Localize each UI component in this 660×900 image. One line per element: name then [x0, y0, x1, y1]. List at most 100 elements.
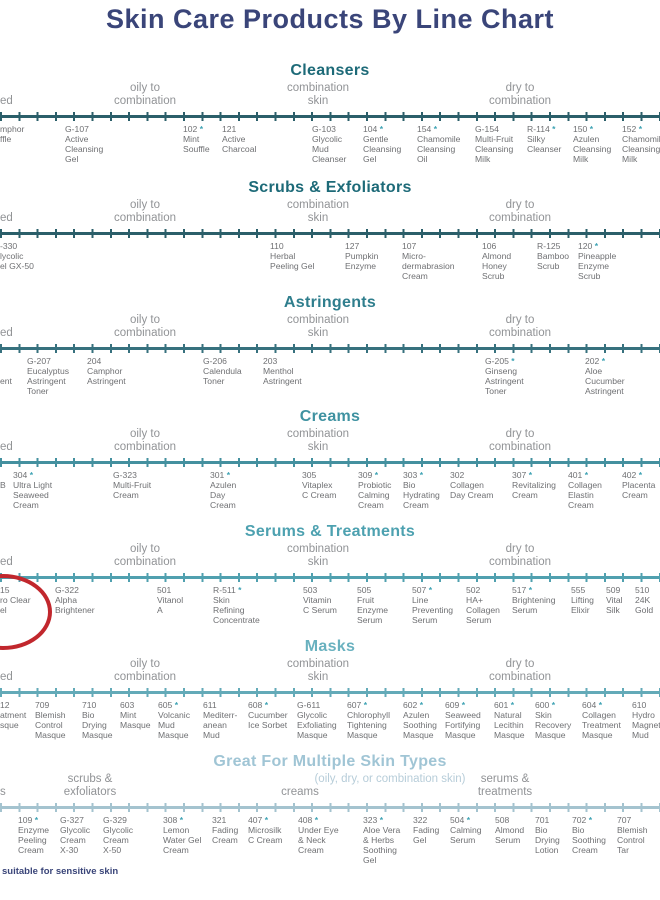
section-great-for-multiple-skin-types: Great For Multiple Skin Types s scrubs & e… [0, 753, 660, 869]
asterisk-footnote: suitable for sensitive skin [2, 866, 119, 877]
sensitive-skin-asterisk: * [528, 585, 533, 595]
skin-type-label: combination skin [286, 428, 350, 453]
product-label: 510 24K Gold [635, 585, 654, 615]
sensitive-skin-asterisk: * [511, 356, 515, 366]
product-label: G-103 Glycolic Mud Cleanser [312, 124, 347, 164]
sensitive-skin-asterisk: * [433, 124, 438, 134]
sensitive-skin-asterisk: * [379, 124, 384, 134]
product-label: 304 * Ultra Light Seaweed Cream [13, 470, 53, 510]
sensitive-skin-asterisk: * [179, 815, 184, 825]
section-astringents: Astringents ed oily to combination combinat… [0, 294, 660, 410]
section-heading: Astringents [283, 294, 377, 311]
product-label: G-107 Active Cleansing Gel [65, 124, 104, 164]
product-label: G-205 * Ginseng Astringent Toner [485, 356, 524, 396]
skin-type-label: dry to combination [488, 543, 552, 568]
product-label: 202 * Aloe Cucumber Astringent [585, 356, 625, 396]
section-heading: Masks [304, 638, 356, 655]
sensitive-skin-asterisk: * [226, 470, 231, 480]
product-label: 204 Camphor Astringent [87, 356, 126, 386]
skin-type-label: serums & treatments [477, 773, 533, 798]
skin-type-label: combination skin [286, 82, 350, 107]
skin-type-label: ed [0, 95, 13, 107]
timeline-axis [0, 112, 660, 121]
timeline-axis [0, 458, 660, 467]
section-cleansers: Cleansers ed oily to combination combinatio… [0, 62, 660, 178]
sensitive-skin-asterisk: * [419, 700, 424, 710]
skin-type-label: creams [281, 786, 319, 798]
product-label: 707 Blemish Control Tar [617, 815, 648, 855]
product-label: 702 * Bio Soothing Cream [572, 815, 606, 855]
sensitive-skin-asterisk: * [379, 815, 384, 825]
product-label: B [0, 480, 6, 490]
skin-type-label: dry to combination [488, 428, 552, 453]
product-label: 120 * Pineapple Enzyme Scrub [578, 241, 617, 281]
product-label: 600 * Skin Recovery Masque [535, 700, 572, 740]
product-label: 608 * Cucumber Ice Sorbet [248, 700, 288, 730]
timeline-axis [0, 573, 660, 582]
timeline-axis [0, 344, 660, 353]
product-label: 609 * Seaweed Fortifying Masque [445, 700, 481, 740]
sensitive-skin-asterisk: * [638, 124, 643, 134]
sensitive-skin-asterisk: * [598, 700, 603, 710]
skin-type-label: ed [0, 671, 13, 683]
section-heading: Cleansers [290, 62, 370, 79]
sensitive-skin-asterisk: * [594, 241, 599, 251]
product-label: 505 Fruit Enzyme Serum [357, 585, 389, 625]
product-label: 109 * Enzyme Peeling Cream [18, 815, 50, 855]
sensitive-skin-asterisk: * [34, 815, 39, 825]
section-scrubs-exfoliators: Scrubs & Exfoliators ed oily to combinatio… [0, 179, 660, 295]
skin-type-subtitle: (oily, dry, or combination skin) [314, 773, 466, 785]
product-label: 407 * Microsilk C Cream [248, 815, 283, 845]
product-label: 710 Bio Drying Masque [82, 700, 113, 740]
product-label: 203 Menthol Astringent [263, 356, 302, 386]
sensitive-skin-asterisk: * [589, 124, 594, 134]
product-label: 121 Active Charcoal [222, 124, 257, 154]
product-label: R-114 * Silky Cleanser [527, 124, 562, 154]
product-label: ent [0, 376, 12, 386]
product-label: 701 Bio Drying Lotion [535, 815, 560, 855]
product-label: 301 * Azulen Day Cream [210, 470, 237, 510]
product-label: 402 * Placenta Cream [622, 470, 656, 500]
product-label: 408 * Under Eye & Neck Cream [298, 815, 339, 855]
product-label: G-154 Multi-Fruit Cleansing Milk [475, 124, 514, 164]
sensitive-skin-asterisk: * [584, 470, 589, 480]
product-label: R-511 * Skin Refining Concentrate [213, 585, 260, 625]
skin-type-label: ed [0, 556, 13, 568]
product-label: 709 Blemish Control Masque [35, 700, 66, 740]
sensitive-skin-asterisk: * [238, 585, 242, 595]
product-label: 309 * Probiotic Calming Cream [358, 470, 392, 510]
sensitive-skin-asterisk: * [552, 124, 556, 134]
sensitive-skin-asterisk: * [314, 815, 319, 825]
product-label: G-206 Calendula Toner [203, 356, 242, 386]
product-label: 555 Lifting Elixir [571, 585, 594, 615]
skin-type-label: dry to combination [488, 658, 552, 683]
product-label: 305 Vitaplex C Cream [302, 470, 337, 500]
sensitive-skin-asterisk: * [174, 700, 179, 710]
timeline-axis [0, 688, 660, 697]
product-label: 517 * Brightening Serum [512, 585, 556, 615]
product-label: G-329 Glycolic Cream X-50 [103, 815, 134, 855]
product-label: G-207 Eucalyptus Astringent Toner [27, 356, 70, 396]
product-label: G-322 Alpha Brightener [55, 585, 95, 615]
product-label: 607 * Chlorophyll Tightening Masque [347, 700, 390, 740]
section-heading: Scrubs & Exfoliators [248, 179, 412, 196]
sensitive-skin-asterisk: * [461, 700, 466, 710]
product-label: 102 * Mint Souffle [183, 124, 210, 154]
skin-type-label: oily to combination [113, 314, 177, 339]
sensitive-skin-asterisk: * [601, 356, 606, 366]
product-label: mphor ffle [0, 124, 25, 144]
skin-type-label: oily to combination [113, 428, 177, 453]
sensitive-skin-asterisk: * [419, 470, 424, 480]
section-heading: Creams [299, 408, 361, 425]
sensitive-skin-asterisk: * [363, 700, 368, 710]
product-label: 107 Micro-dermabrasion Cream [402, 241, 455, 281]
timeline-axis [0, 803, 660, 812]
timeline-axis [0, 229, 660, 238]
product-label: 12 atment sque [0, 700, 27, 730]
product-label: 502 HA+ Collagen Serum [466, 585, 500, 625]
product-label: 127 Pumpkin Enzyme [345, 241, 379, 271]
product-label: 509 Vital Silk [606, 585, 623, 615]
sensitive-skin-asterisk: * [199, 124, 204, 134]
skin-type-label: oily to combination [113, 658, 177, 683]
